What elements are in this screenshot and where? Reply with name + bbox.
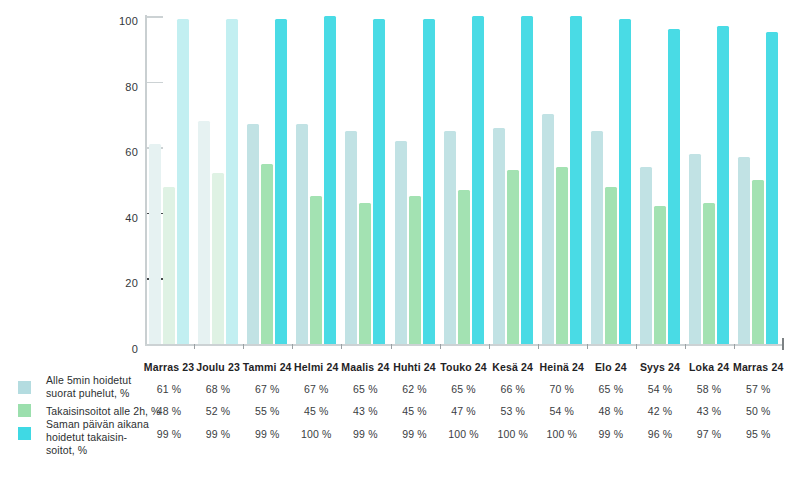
x-axis-line <box>145 344 782 346</box>
bar-series-2 <box>605 187 617 344</box>
bar-series-3 <box>766 32 778 344</box>
x-axis-tick-mark <box>538 344 539 349</box>
y-axis-tick-label: 60 <box>98 146 138 158</box>
x-axis-tick-mark <box>243 344 244 349</box>
table-value-cell: 50 % <box>728 405 788 417</box>
legend-label-line: Takaisinsoitot alle 2h, % <box>46 405 161 418</box>
bar-series-3 <box>668 29 680 344</box>
x-axis-tick-mark <box>685 344 686 349</box>
bar-series-2 <box>261 164 273 344</box>
y-axis-tick-label: 0 <box>98 343 138 355</box>
legend-label-line: hoidetut takaisin- <box>46 431 149 444</box>
bar-series-3 <box>177 19 189 344</box>
bar-series-3 <box>717 26 729 344</box>
legend-label-line: Saman päivän aikana <box>46 418 149 431</box>
bar-series-1 <box>640 167 652 344</box>
bar-series-2 <box>654 206 666 344</box>
chart-canvas: 020406080100 Marras 23Joulu 23Tammi 24He… <box>0 0 795 477</box>
bar-series-2 <box>703 203 715 344</box>
bar-series-2 <box>409 196 421 344</box>
bar-series-3 <box>226 19 238 344</box>
y-axis-tick-mark <box>145 82 163 84</box>
y-axis-tick-label: 20 <box>98 277 138 289</box>
legend-label-series-3: Saman päivän aikanahoidetut takaisin-soi… <box>46 418 149 458</box>
bar-series-2 <box>212 173 224 344</box>
legend-label-line: Alle 5min hoidetut <box>46 374 131 387</box>
y-axis-tick-label: 100 <box>98 15 138 27</box>
plot-area: 0 20 40 60 80 100 <box>0 0 795 355</box>
bar-series-3 <box>619 19 631 344</box>
legend-label-series-2: Takaisinsoitot alle 2h, % <box>46 405 161 418</box>
bar-series-3 <box>423 19 435 344</box>
bar-series-1 <box>395 141 407 344</box>
bar-series-3 <box>521 16 533 344</box>
bar-series-2 <box>359 203 371 344</box>
legend-label-series-1: Alle 5min hoidetutsuorat puhelut, % <box>46 374 131 400</box>
bar-series-1 <box>444 131 456 344</box>
bar-series-1 <box>198 121 210 344</box>
bar-series-1 <box>149 144 161 344</box>
x-axis-tick-mark <box>440 344 441 349</box>
bar-series-2 <box>752 180 764 344</box>
table-value-cell: 95 % <box>728 428 788 440</box>
legend-label-line: soitot, % <box>46 444 149 457</box>
bar-series-3 <box>324 16 336 344</box>
bar-series-1 <box>542 114 554 344</box>
y-axis-line <box>145 15 147 345</box>
x-axis-tick-mark <box>341 344 342 349</box>
bar-series-1 <box>689 154 701 344</box>
legend-swatch-series-1 <box>18 381 31 394</box>
bar-series-2 <box>163 187 175 344</box>
x-axis-tick-mark <box>194 344 195 349</box>
x-axis-end-tick <box>782 338 784 350</box>
bar-series-3 <box>570 16 582 344</box>
x-axis-tick-mark <box>587 344 588 349</box>
y-axis-tick-mark <box>145 16 163 18</box>
bar-series-2 <box>507 170 519 344</box>
legend-swatch-series-2 <box>18 404 31 417</box>
table-value-cell: 57 % <box>728 383 788 395</box>
x-axis-tick-mark <box>292 344 293 349</box>
legend-label-line: suorat puhelut, % <box>46 387 131 400</box>
bar-series-3 <box>472 16 484 344</box>
bar-series-2 <box>310 196 322 344</box>
bar-series-1 <box>345 131 357 344</box>
legend-swatch-series-3 <box>18 427 31 440</box>
x-axis-tick-mark <box>391 344 392 349</box>
bar-series-1 <box>296 124 308 344</box>
bar-series-1 <box>591 131 603 344</box>
bar-series-1 <box>738 157 750 344</box>
bar-series-2 <box>556 167 568 344</box>
bar-series-1 <box>493 128 505 345</box>
bar-series-3 <box>275 19 287 344</box>
bar-series-1 <box>247 124 259 344</box>
y-axis-tick-label: 40 <box>98 212 138 224</box>
table-column-header: Marras 24 <box>723 361 793 373</box>
x-axis-tick-mark <box>489 344 490 349</box>
y-axis-tick-label: 80 <box>98 81 138 93</box>
x-axis-tick-mark <box>636 344 637 349</box>
bar-series-3 <box>373 19 385 344</box>
bar-series-2 <box>458 190 470 344</box>
x-axis-tick-mark <box>734 344 735 349</box>
